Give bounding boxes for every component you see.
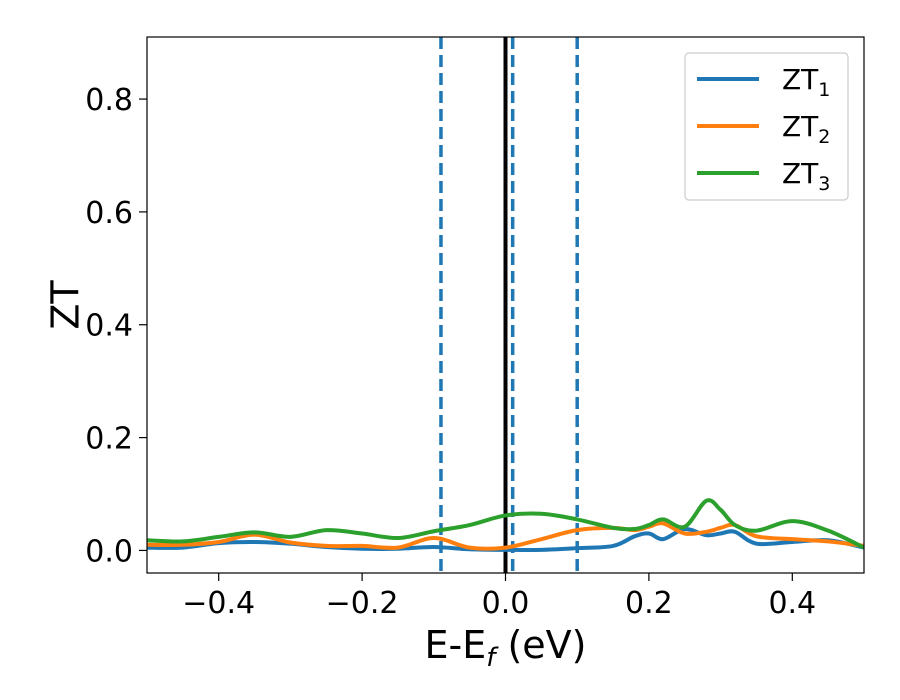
y-tick-label: 0.8 xyxy=(85,83,133,118)
legend-label-1: ZT1 xyxy=(782,63,830,101)
x-tick-label: 0.4 xyxy=(768,586,816,621)
y-tick-label: 0.4 xyxy=(85,309,133,344)
plot-frame xyxy=(146,36,865,574)
x-tick-label: −0.2 xyxy=(326,586,399,621)
x-tick-label: −0.4 xyxy=(182,586,255,621)
x-tick-label: 0.2 xyxy=(625,586,673,621)
y-tick-label: 0.2 xyxy=(85,422,133,457)
reference-lines xyxy=(439,37,579,573)
legend-label-3: ZT3 xyxy=(782,157,830,195)
x-tick-label: 0.0 xyxy=(482,586,530,621)
axis-ticks: −0.4 −0.2 0.0 0.2 0.4 0.0 0.2 0.4 0.6 0.8 xyxy=(85,83,816,621)
legend-box xyxy=(684,52,849,201)
series-line-3 xyxy=(147,498,864,550)
legend-label-2: ZT2 xyxy=(782,110,830,148)
legend: ZT1 ZT2 ZT3 xyxy=(684,52,849,201)
x-axis-label: E-Ef (eV) xyxy=(425,623,587,673)
y-axis-label: ZT xyxy=(44,280,88,330)
series-lines xyxy=(147,498,864,553)
y-tick-label: 0.0 xyxy=(85,534,133,569)
y-tick-label: 0.6 xyxy=(85,196,133,231)
